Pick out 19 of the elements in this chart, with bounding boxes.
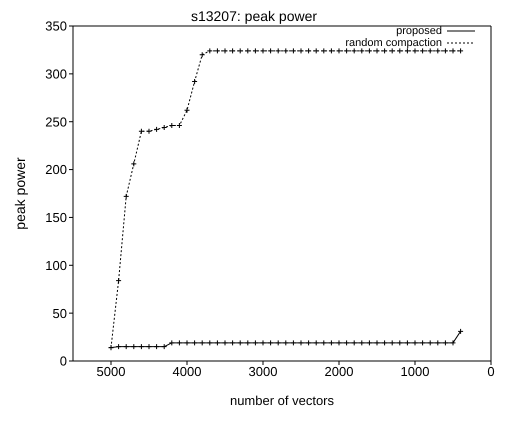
x-tick-label: 4000	[172, 364, 202, 380]
y-tick-label: 0	[60, 354, 67, 369]
chart-title: s13207: peak power	[190, 8, 318, 24]
y-tick-label: 250	[45, 114, 67, 130]
y-tick-label: 150	[45, 210, 67, 226]
y-tick-label: 350	[45, 18, 67, 34]
x-tick-label: 2000	[324, 364, 354, 380]
x-tick-label: 3000	[248, 364, 278, 380]
y-axis-title: peak power	[12, 156, 28, 230]
y-tick-label: 100	[45, 258, 67, 273]
legend-label: proposed	[396, 25, 442, 37]
y-tick-label: 300	[45, 66, 67, 82]
y-tick-label: 50	[52, 306, 67, 321]
x-tick-label: 0	[487, 364, 495, 380]
x-tick-label: 5000	[96, 364, 126, 380]
y-tick-label: 200	[45, 162, 67, 178]
x-tick-label: 1000	[400, 364, 430, 380]
legend-label: random compaction	[345, 37, 442, 49]
x-axis-title: number of vectors	[230, 393, 335, 408]
